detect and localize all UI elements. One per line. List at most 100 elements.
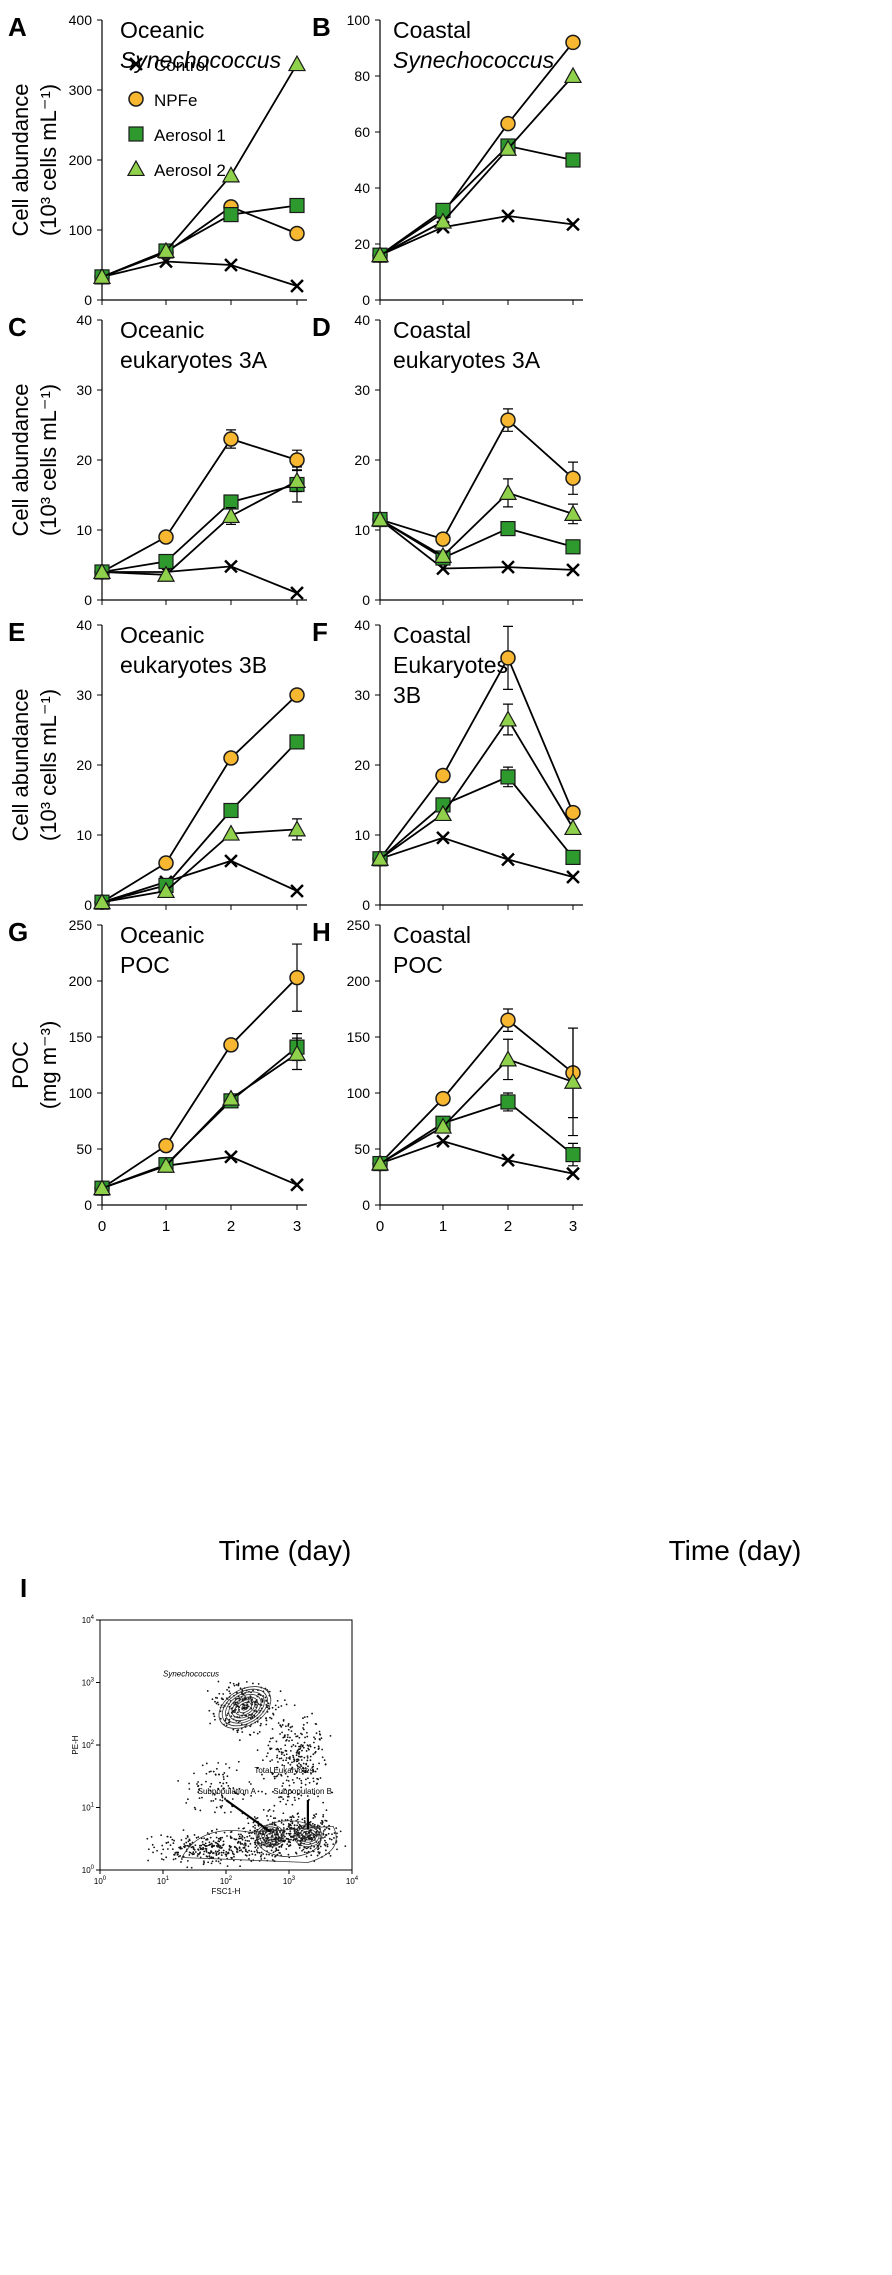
y-tick-label: 40 — [354, 312, 370, 328]
event-dot — [241, 1838, 244, 1841]
y-tick-label: 10 — [354, 827, 370, 843]
event-dot — [276, 1754, 279, 1757]
event-dot — [162, 1858, 165, 1861]
event-dot — [222, 1851, 225, 1854]
event-dot — [264, 1792, 267, 1795]
y-axis-label-line: (10³ cells mL⁻¹) — [36, 384, 61, 536]
event-dot — [222, 1840, 225, 1843]
event-dot — [272, 1851, 275, 1854]
event-dot — [289, 1816, 292, 1819]
event-dot — [296, 1770, 298, 1773]
series-line — [379, 41, 574, 256]
panel-letter: A — [8, 12, 27, 42]
event-dot — [222, 1776, 225, 1778]
event-dot — [237, 1833, 240, 1836]
legend-entry: Control — [129, 56, 209, 75]
event-dot — [293, 1796, 296, 1799]
event-dot — [282, 1751, 284, 1754]
panel-f: F 0 10 20 30 40 Coastal Eukaryotes 3B — [312, 617, 583, 913]
event-dot — [188, 1851, 191, 1854]
event-dot — [271, 1728, 274, 1730]
event-dot — [215, 1832, 217, 1834]
event-dot — [197, 1836, 200, 1838]
event-dot — [256, 1732, 259, 1735]
event-dot — [190, 1866, 193, 1869]
event-dot — [187, 1840, 190, 1843]
event-dot — [161, 1844, 164, 1847]
event-dot — [217, 1860, 220, 1863]
data-point — [500, 1012, 516, 1028]
data-point — [224, 854, 238, 868]
event-dot — [296, 1742, 299, 1745]
event-dot — [147, 1848, 150, 1851]
event-dot — [217, 1857, 220, 1859]
event-dot — [229, 1692, 232, 1695]
event-dot — [219, 1717, 222, 1720]
event-dot — [185, 1837, 187, 1840]
event-dot — [212, 1792, 215, 1795]
event-dot — [309, 1847, 312, 1850]
event-dot — [284, 1744, 287, 1747]
data-point — [221, 824, 241, 841]
series-npfe — [372, 408, 581, 547]
event-dot — [289, 1788, 291, 1791]
event-dot — [210, 1862, 213, 1865]
event-dot — [237, 1840, 240, 1843]
event-dot — [313, 1741, 315, 1744]
event-dot — [218, 1844, 220, 1847]
event-dot — [281, 1785, 284, 1787]
event-dot — [244, 1844, 247, 1847]
event-dot — [253, 1731, 255, 1734]
event-dot — [290, 1826, 293, 1829]
event-dot — [219, 1836, 222, 1839]
event-dot — [291, 1739, 293, 1742]
event-dot — [306, 1834, 308, 1836]
y-tick-label: 250 — [347, 917, 371, 933]
event-dot — [312, 1850, 315, 1853]
event-dot — [318, 1738, 321, 1740]
event-dot — [326, 1843, 329, 1846]
event-dot — [277, 1706, 280, 1709]
event-dot — [281, 1837, 283, 1840]
event-dot — [206, 1690, 209, 1692]
data-point — [433, 804, 453, 822]
event-dot — [303, 1716, 306, 1719]
event-dot — [246, 1851, 249, 1854]
contour-ring — [304, 1833, 312, 1839]
event-dot — [172, 1858, 175, 1861]
data-point — [223, 802, 239, 819]
event-dot — [251, 1853, 254, 1856]
contour-ring — [258, 1826, 282, 1845]
event-dot — [281, 1764, 284, 1766]
y-tick-label: 100 — [347, 1085, 371, 1101]
event-dot — [298, 1766, 301, 1769]
event-dot — [268, 1808, 271, 1811]
data-point — [221, 506, 241, 524]
data-point — [290, 279, 304, 293]
event-dot — [244, 1848, 247, 1851]
event-dot — [278, 1845, 281, 1848]
event-dot — [205, 1849, 208, 1852]
event-dot — [298, 1762, 300, 1765]
contour-ring — [228, 1694, 262, 1721]
data-point — [436, 830, 450, 845]
event-dot — [312, 1777, 315, 1780]
event-dot — [319, 1733, 322, 1736]
event-dot — [291, 1821, 294, 1823]
event-dot — [273, 1804, 276, 1807]
event-dot — [325, 1809, 328, 1812]
data-point — [498, 483, 518, 500]
event-dot — [295, 1852, 298, 1855]
event-dot — [202, 1846, 205, 1849]
panel-a: A 0 100 200 300 400 Oceanic Synechococcus Cell a… — [8, 12, 307, 308]
event-dot — [204, 1842, 207, 1845]
event-dot — [232, 1682, 235, 1685]
y-tick-label: 40 — [354, 617, 370, 633]
event-dot — [193, 1849, 196, 1851]
y-tick-label: 30 — [76, 687, 92, 703]
event-dot — [233, 1684, 236, 1687]
event-dot — [226, 1865, 229, 1868]
event-dot — [248, 1840, 251, 1842]
event-dot — [215, 1767, 218, 1770]
event-dot — [322, 1801, 325, 1804]
